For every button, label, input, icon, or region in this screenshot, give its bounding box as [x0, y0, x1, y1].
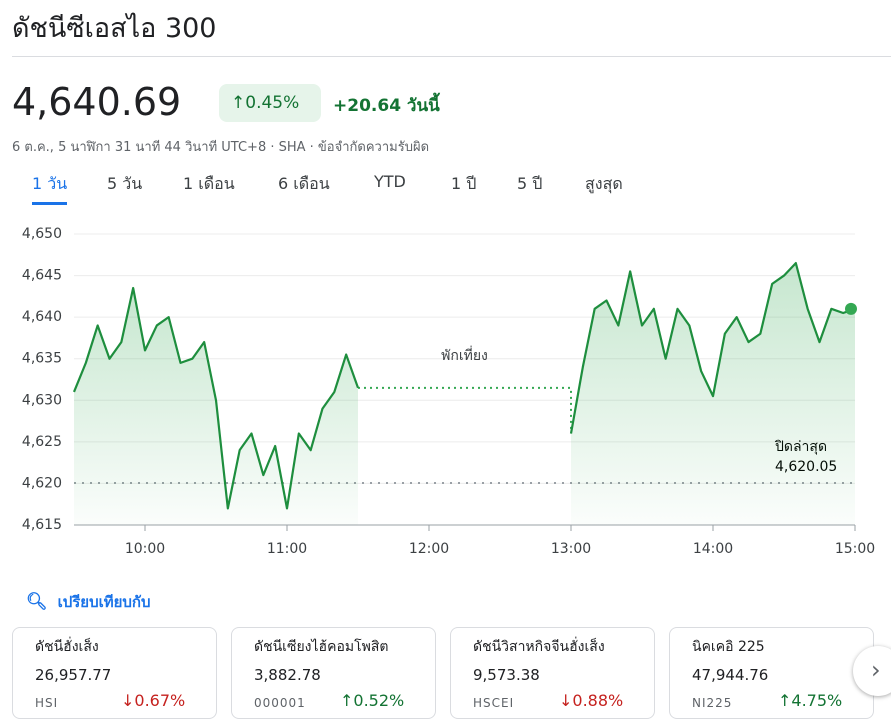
tab[interactable]: 5 วัน: [107, 174, 143, 193]
x-tick-label: 12:00: [409, 541, 449, 557]
line: [72, 262, 856, 510]
compare-label: เปรียบเทียบกับ: [57, 593, 151, 611]
divider: [12, 56, 891, 57]
next-button[interactable]: ›: [853, 646, 891, 696]
y-tick-label: 4,625: [22, 434, 62, 450]
card-code: NI225: [692, 696, 733, 710]
compare-card[interactable]: นิคเคอิ 225 47,944.76 NI225 ↑4.75%: [669, 627, 874, 719]
change-pct: 0.45%: [245, 93, 300, 113]
compare-card[interactable]: ดัชนีวิสาหกิจจีนฮั่งเส็ง 9,573.38 HSCEI ↓0.…: [450, 627, 655, 719]
y-tick-label: 4,640: [22, 309, 62, 325]
chart: 4,615 4,620 4,625 4,630 4,635 4,640 4,645 4,650…: [22, 226, 875, 557]
y-tick-label: 4,635: [22, 351, 62, 367]
card-change: ↓0.67%: [121, 691, 185, 710]
y-tick-label: 4,645: [22, 268, 62, 284]
card-change: ↑4.75%: [778, 691, 842, 710]
compare-card[interactable]: ดัชนีฮั่งเส็ง 26,957.77 HSI ↓0.67%: [12, 627, 217, 719]
tab[interactable]: 1 วัน: [32, 172, 68, 205]
change-arrow: ↑: [340, 691, 354, 710]
break-label: พักเที่ยง: [441, 346, 488, 364]
change-value: 4.75%: [791, 691, 843, 710]
compare-card[interactable]: ดัชนีเซียงไฮ้คอมโพสิต 3,882.78 000001 ↑0.52…: [231, 627, 436, 719]
y-tick-label: 4,630: [22, 392, 62, 408]
change-value: 0.52%: [353, 691, 405, 710]
tab[interactable]: 1 เดือน: [183, 174, 235, 193]
change-arrow: ↑: [778, 691, 792, 710]
change-badge: ↑0.45%: [219, 84, 321, 122]
tab[interactable]: YTD: [374, 172, 406, 191]
card-change: ↑0.52%: [340, 691, 404, 710]
card-change: ↓0.88%: [559, 691, 623, 710]
tab[interactable]: 1 ปี: [451, 174, 477, 193]
tab[interactable]: 5 ปี: [517, 174, 543, 193]
card-code: HSI: [35, 696, 59, 710]
x-tick-label: 14:00: [693, 541, 733, 557]
card-price: 3,882.78: [254, 666, 321, 684]
card-price: 26,957.77: [35, 666, 112, 684]
change-arrow: ↓: [559, 691, 573, 710]
card-name: ดัชนีเซียงไฮ้คอมโพสิต: [254, 639, 389, 655]
last-point: [845, 302, 857, 315]
change-abs: +20.64 วันนี้: [333, 96, 440, 116]
y-tick-label: 4,650: [22, 226, 62, 242]
x-tick-label: 10:00: [125, 541, 165, 557]
break-connector: [358, 386, 572, 434]
price: 4,640.69: [12, 80, 182, 124]
card-price: 9,573.38: [473, 666, 540, 684]
card-name: นิคเคอิ 225: [692, 639, 765, 655]
card-name: ดัชนีฮั่งเส็ง: [35, 639, 99, 655]
y-tick-label: 4,620: [22, 475, 62, 491]
change-value: 0.67%: [134, 691, 186, 710]
x-tick-label: 11:00: [267, 541, 307, 557]
compare-title[interactable]: 🔍︎ เปรียบเทียบกับ: [26, 592, 151, 612]
card-name: ดัชนีวิสาหกิจจีนฮั่งเส็ง: [473, 639, 605, 655]
change-arrow: ↓: [121, 691, 135, 710]
subtitle: 6 ต.ค., 5 นาฬิกา 31 นาที 44 วินาที UTC+8…: [12, 140, 430, 155]
change-value: 0.88%: [572, 691, 624, 710]
card-code: HSCEI: [473, 696, 515, 710]
tab[interactable]: สูงสุด: [585, 174, 623, 193]
card-code: 000001: [254, 696, 306, 710]
x-tick-label: 15:00: [835, 541, 875, 557]
title: ดัชนีซีเอสไอ 300: [12, 13, 217, 44]
card-price: 47,944.76: [692, 666, 769, 684]
y-tick-label: 4,615: [22, 517, 62, 533]
tab[interactable]: 6 เดือน: [278, 174, 330, 193]
x-tick-label: 13:00: [551, 541, 591, 557]
area-fill: [571, 263, 855, 525]
